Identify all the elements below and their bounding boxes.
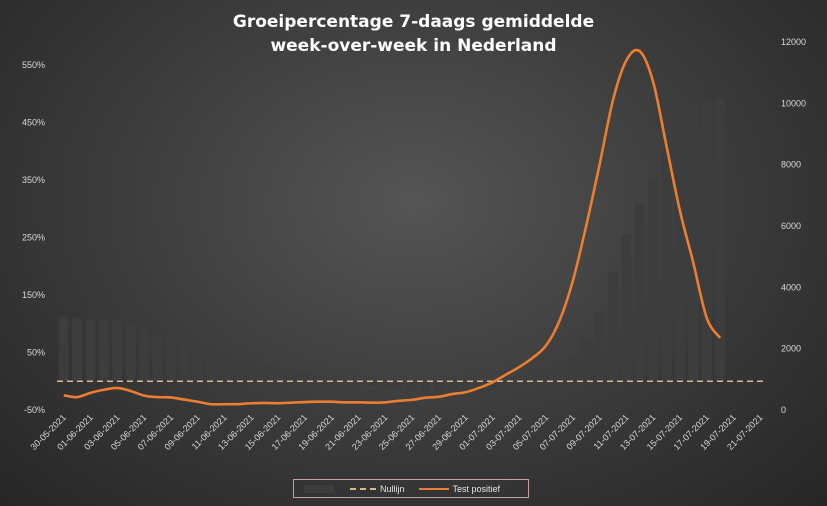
bar [433,381,444,393]
bar [541,379,551,382]
bar [192,345,203,382]
y-right-tick-label: 6000 [781,221,801,231]
bar [152,334,163,382]
bar [474,381,484,392]
test-positief-line [63,48,722,406]
chart-legend: Nullijn Test positief [293,479,529,498]
y-left-tick-label: 250% [22,233,45,243]
bar [139,329,149,382]
y-left-tick-label: -50% [24,405,45,415]
bar [353,381,364,384]
bar [233,357,243,382]
bar [179,342,190,382]
bar [112,319,123,382]
legend-dash-swatch [350,487,376,490]
bar [166,338,176,382]
legend-line-label: Test positief [452,483,501,494]
bar [514,381,524,386]
bar [246,361,257,382]
bar [300,372,310,382]
bar [393,381,404,390]
bar [313,376,324,382]
bar [675,125,685,382]
y-left-tick-label: 350% [22,175,45,185]
bar [286,369,297,382]
bar [206,348,216,382]
bar [621,234,632,382]
y-right-tick-label: 10000 [781,98,806,108]
bar [701,102,712,382]
y-right-tick-label: 8000 [781,160,801,170]
legend-item-bars [304,484,334,493]
legend-item-nullijn: Nullijn [350,484,405,494]
legend-line-swatch [418,487,449,490]
y-right-tick-label: 0 [781,405,786,415]
bar [648,180,658,382]
bar [85,319,96,382]
bar [567,358,578,382]
bar [273,368,283,382]
bar [420,381,431,393]
bar [715,99,725,382]
y-right-tick-label: 4000 [781,282,801,292]
bar [58,316,69,382]
y-left-tick-label: 50% [27,348,45,358]
y-right-tick-label: 12000 [781,37,806,47]
bar [527,381,538,383]
bar [487,381,498,390]
bar [500,381,511,389]
bar [259,365,270,382]
bar [661,151,672,382]
bar [608,272,618,382]
bar [447,381,458,393]
bar [99,319,109,382]
bar [219,353,230,382]
chart-title-line-1: Groeipercentage 7-daags gemiddelde [232,12,595,32]
bar [407,381,417,392]
bar [125,323,136,382]
bar [554,373,565,382]
bar [340,380,350,382]
y-left-tick-label: 550% [22,60,45,70]
chart-title-line-2: week-over-week in Nederland [270,36,557,56]
bar [380,381,391,388]
bar [460,381,471,393]
y-left-tick-label: 450% [22,118,45,128]
bar [634,203,645,382]
y-right-tick-label: 2000 [781,344,801,354]
bar [688,105,699,382]
legend-dash-label: Nullijn [380,483,405,494]
legend-bar-swatch [304,484,334,493]
y-left-tick-label: 150% [22,290,45,300]
bar [594,312,605,382]
chart-title: Groeipercentage 7-daags gemiddelde week-… [0,10,827,58]
bar [366,381,377,386]
bar [326,378,337,382]
bar [72,318,82,382]
bar [581,338,591,382]
legend-item-test-positief: Test positief [418,483,501,494]
